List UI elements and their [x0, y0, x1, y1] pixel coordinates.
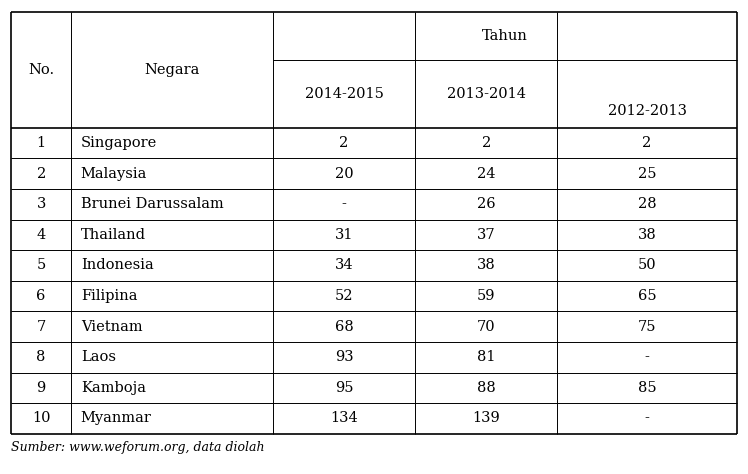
Text: 85: 85 — [638, 381, 656, 395]
Text: 7: 7 — [37, 319, 46, 334]
Text: 2013-2014: 2013-2014 — [447, 87, 526, 101]
Text: Kamboja: Kamboja — [81, 381, 146, 395]
Text: -: - — [645, 350, 649, 364]
Text: Negara: Negara — [144, 63, 200, 77]
Text: 2: 2 — [482, 136, 491, 150]
Text: 68: 68 — [334, 319, 354, 334]
Text: Tahun: Tahun — [482, 29, 528, 43]
Text: 24: 24 — [477, 167, 495, 181]
Text: 88: 88 — [476, 381, 496, 395]
Text: 20: 20 — [335, 167, 353, 181]
Text: 34: 34 — [335, 258, 353, 273]
Text: 28: 28 — [638, 197, 656, 211]
Text: 2: 2 — [37, 167, 46, 181]
Text: 25: 25 — [638, 167, 656, 181]
Text: 2012-2013: 2012-2013 — [607, 104, 687, 118]
Text: Filipina: Filipina — [81, 289, 138, 303]
Text: 2: 2 — [340, 136, 349, 150]
Text: 50: 50 — [638, 258, 656, 273]
Text: 2: 2 — [643, 136, 652, 150]
Text: Singapore: Singapore — [81, 136, 157, 150]
Text: Thailand: Thailand — [81, 228, 146, 242]
Text: 3: 3 — [37, 197, 46, 211]
Text: 9: 9 — [37, 381, 46, 395]
Text: 52: 52 — [335, 289, 353, 303]
Text: 2014-2015: 2014-2015 — [304, 87, 384, 101]
Text: Malaysia: Malaysia — [81, 167, 147, 181]
Text: 70: 70 — [477, 319, 495, 334]
Text: 93: 93 — [335, 350, 353, 364]
Text: -: - — [342, 197, 346, 211]
Text: 65: 65 — [638, 289, 656, 303]
Text: 38: 38 — [476, 258, 496, 273]
Text: 139: 139 — [472, 411, 500, 426]
Text: Sumber: www.weforum.org, data diolah: Sumber: www.weforum.org, data diolah — [11, 441, 265, 454]
Text: 59: 59 — [477, 289, 495, 303]
Text: No.: No. — [28, 63, 54, 77]
Text: Myanmar: Myanmar — [81, 411, 152, 426]
Text: 10: 10 — [32, 411, 50, 426]
Text: Vietnam: Vietnam — [81, 319, 142, 334]
Text: 81: 81 — [477, 350, 495, 364]
Text: 1: 1 — [37, 136, 46, 150]
Text: -: - — [645, 411, 649, 426]
Text: 75: 75 — [638, 319, 656, 334]
Text: Indonesia: Indonesia — [81, 258, 153, 273]
Text: 5: 5 — [37, 258, 46, 273]
Text: Laos: Laos — [81, 350, 116, 364]
Text: 134: 134 — [330, 411, 358, 426]
Text: 26: 26 — [477, 197, 495, 211]
Text: 6: 6 — [37, 289, 46, 303]
Text: 4: 4 — [37, 228, 46, 242]
Text: 38: 38 — [637, 228, 657, 242]
Text: 37: 37 — [477, 228, 495, 242]
Text: 8: 8 — [37, 350, 46, 364]
Text: 95: 95 — [335, 381, 353, 395]
Text: Brunei Darussalam: Brunei Darussalam — [81, 197, 224, 211]
Text: 31: 31 — [335, 228, 353, 242]
